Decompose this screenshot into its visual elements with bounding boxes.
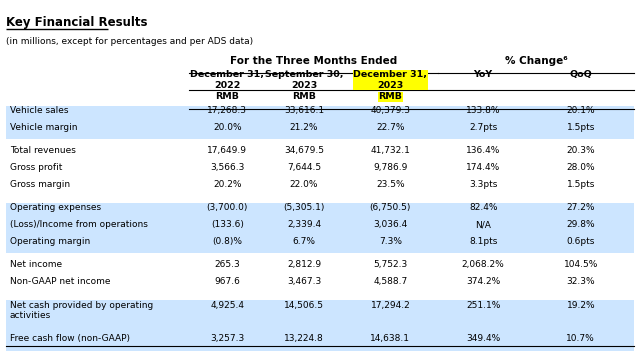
- Text: 4,925.4: 4,925.4: [210, 301, 244, 310]
- Text: 41,732.1: 41,732.1: [371, 146, 410, 156]
- Text: (0.8)%: (0.8)%: [212, 237, 242, 246]
- Text: 0.6pts: 0.6pts: [566, 237, 595, 246]
- Text: 14,506.5: 14,506.5: [284, 301, 324, 310]
- Text: 20.3%: 20.3%: [566, 146, 595, 156]
- Text: (in millions, except for percentages and per ADS data): (in millions, except for percentages and…: [6, 37, 253, 46]
- Text: 5,752.3: 5,752.3: [373, 260, 408, 270]
- Text: 27.2%: 27.2%: [566, 203, 595, 213]
- Text: 13,224.8: 13,224.8: [284, 334, 324, 344]
- Text: For the Three Months Ended: For the Three Months Ended: [230, 56, 397, 66]
- Text: Gross margin: Gross margin: [10, 180, 70, 189]
- Text: 136.4%: 136.4%: [466, 146, 500, 156]
- Text: 82.4%: 82.4%: [469, 203, 497, 213]
- Text: 10.7%: 10.7%: [566, 334, 595, 344]
- Text: December 31,
2022: December 31, 2022: [190, 70, 264, 90]
- Text: 3,467.3: 3,467.3: [287, 277, 321, 287]
- FancyBboxPatch shape: [6, 203, 634, 220]
- Text: Operating expenses: Operating expenses: [10, 203, 100, 213]
- Text: 3.3pts: 3.3pts: [469, 180, 497, 189]
- Text: 265.3: 265.3: [214, 260, 240, 270]
- Text: 251.1%: 251.1%: [466, 301, 500, 310]
- Text: 6.7%: 6.7%: [292, 237, 316, 246]
- Text: RMB: RMB: [378, 92, 403, 101]
- Text: RMB: RMB: [215, 92, 239, 101]
- Text: 40,379.3: 40,379.3: [371, 106, 410, 115]
- Text: 3,257.3: 3,257.3: [210, 334, 244, 344]
- Text: RMB: RMB: [292, 92, 316, 101]
- FancyBboxPatch shape: [6, 122, 634, 139]
- FancyBboxPatch shape: [6, 237, 634, 253]
- Text: 2,812.9: 2,812.9: [287, 260, 321, 270]
- FancyBboxPatch shape: [6, 220, 634, 237]
- FancyBboxPatch shape: [6, 334, 634, 351]
- Text: 22.7%: 22.7%: [376, 123, 404, 132]
- Text: 7.3%: 7.3%: [379, 237, 402, 246]
- Text: % Change⁶: % Change⁶: [504, 56, 568, 66]
- Text: 967.6: 967.6: [214, 277, 240, 287]
- Text: YoY: YoY: [474, 70, 493, 80]
- Text: QoQ: QoQ: [570, 70, 592, 80]
- Text: September 30,
2023: September 30, 2023: [265, 70, 343, 90]
- Text: (133.6): (133.6): [211, 220, 244, 230]
- Text: (Loss)/Income from operations: (Loss)/Income from operations: [10, 220, 147, 230]
- Text: Net income: Net income: [10, 260, 61, 270]
- Text: 20.2%: 20.2%: [213, 180, 241, 189]
- Text: 2,339.4: 2,339.4: [287, 220, 321, 230]
- Text: December 31,
2023: December 31, 2023: [353, 70, 428, 90]
- Text: Vehicle sales: Vehicle sales: [10, 106, 68, 115]
- Text: 133.8%: 133.8%: [466, 106, 500, 115]
- Text: 17,268.3: 17,268.3: [207, 106, 247, 115]
- Text: 33,616.1: 33,616.1: [284, 106, 324, 115]
- Text: 34,679.5: 34,679.5: [284, 146, 324, 156]
- Text: Key Financial Results: Key Financial Results: [6, 16, 148, 29]
- Text: Net cash provided by operating
activities: Net cash provided by operating activitie…: [10, 301, 153, 320]
- Text: 1.5pts: 1.5pts: [566, 180, 595, 189]
- Text: 7,644.5: 7,644.5: [287, 163, 321, 172]
- Text: Free cash flow (non-GAAP): Free cash flow (non-GAAP): [10, 334, 129, 344]
- Text: Vehicle margin: Vehicle margin: [10, 123, 77, 132]
- Text: 21.2%: 21.2%: [290, 123, 318, 132]
- Text: 4,588.7: 4,588.7: [373, 277, 408, 287]
- Text: 9,786.9: 9,786.9: [373, 163, 408, 172]
- Text: Gross profit: Gross profit: [10, 163, 62, 172]
- Text: 2.7pts: 2.7pts: [469, 123, 497, 132]
- Text: 374.2%: 374.2%: [466, 277, 500, 287]
- Text: 22.0%: 22.0%: [290, 180, 318, 189]
- Text: 23.5%: 23.5%: [376, 180, 404, 189]
- Text: (3,700.0): (3,700.0): [207, 203, 248, 213]
- Text: 3,036.4: 3,036.4: [373, 220, 408, 230]
- Text: 1.5pts: 1.5pts: [566, 123, 595, 132]
- Text: 174.4%: 174.4%: [466, 163, 500, 172]
- Text: 20.1%: 20.1%: [566, 106, 595, 115]
- Text: 8.1pts: 8.1pts: [469, 237, 497, 246]
- Text: 17,649.9: 17,649.9: [207, 146, 247, 156]
- Text: (5,305.1): (5,305.1): [284, 203, 324, 213]
- Text: (6,750.5): (6,750.5): [370, 203, 411, 213]
- FancyBboxPatch shape: [6, 106, 634, 122]
- Text: N/A: N/A: [476, 220, 491, 230]
- Text: 19.2%: 19.2%: [566, 301, 595, 310]
- Text: 349.4%: 349.4%: [466, 334, 500, 344]
- Text: 14,638.1: 14,638.1: [371, 334, 410, 344]
- Text: 28.0%: 28.0%: [566, 163, 595, 172]
- Text: Total revenues: Total revenues: [10, 146, 76, 156]
- Text: 104.5%: 104.5%: [564, 260, 598, 270]
- Text: 3,566.3: 3,566.3: [210, 163, 244, 172]
- Text: 20.0%: 20.0%: [213, 123, 241, 132]
- Text: 32.3%: 32.3%: [566, 277, 595, 287]
- Text: Operating margin: Operating margin: [10, 237, 90, 246]
- FancyBboxPatch shape: [6, 300, 634, 334]
- Text: 29.8%: 29.8%: [566, 220, 595, 230]
- Text: 17,294.2: 17,294.2: [371, 301, 410, 310]
- Text: 2,068.2%: 2,068.2%: [462, 260, 504, 270]
- Text: Non-GAAP net income: Non-GAAP net income: [10, 277, 110, 287]
